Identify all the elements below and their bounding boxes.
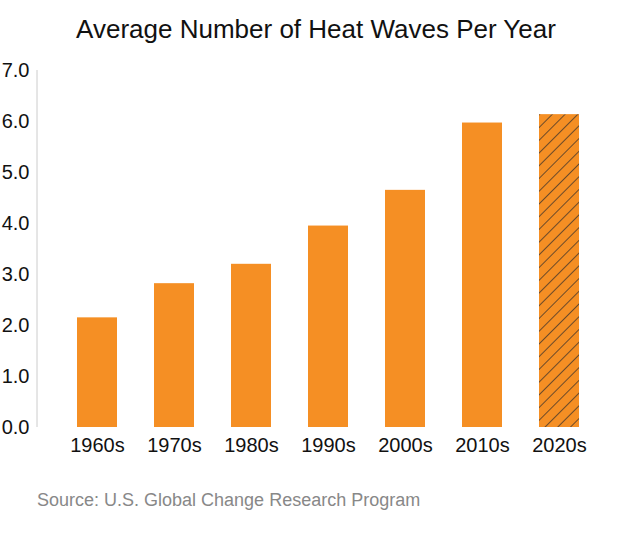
svg-text:3.0: 3.0 — [2, 263, 30, 285]
svg-text:2000s: 2000s — [378, 434, 433, 456]
html-text:Source: U.S. Global Change Res: Source: U.S. Global Change Research Prog… — [37, 490, 421, 510]
svg-text:4.0: 4.0 — [2, 212, 30, 234]
svg-text:0.0: 0.0 — [2, 416, 30, 438]
html-text:Average Number of Heat Waves P: Average Number of Heat Waves Per Year — [76, 14, 556, 44]
svg-text:1.0: 1.0 — [2, 365, 30, 387]
svg-text:7.0: 7.0 — [2, 59, 30, 81]
svg-text:2.0: 2.0 — [2, 314, 30, 336]
svg-text:1970s: 1970s — [147, 434, 202, 456]
svg-text:1960s: 1960s — [70, 434, 125, 456]
svg-text:2020s: 2020s — [532, 434, 587, 456]
svg-text:1980s: 1980s — [224, 434, 279, 456]
svg-text:2010s: 2010s — [455, 434, 510, 456]
svg-text:6.0: 6.0 — [2, 110, 30, 132]
svg-text:1990s: 1990s — [301, 434, 356, 456]
svg-text:5.0: 5.0 — [2, 161, 30, 183]
